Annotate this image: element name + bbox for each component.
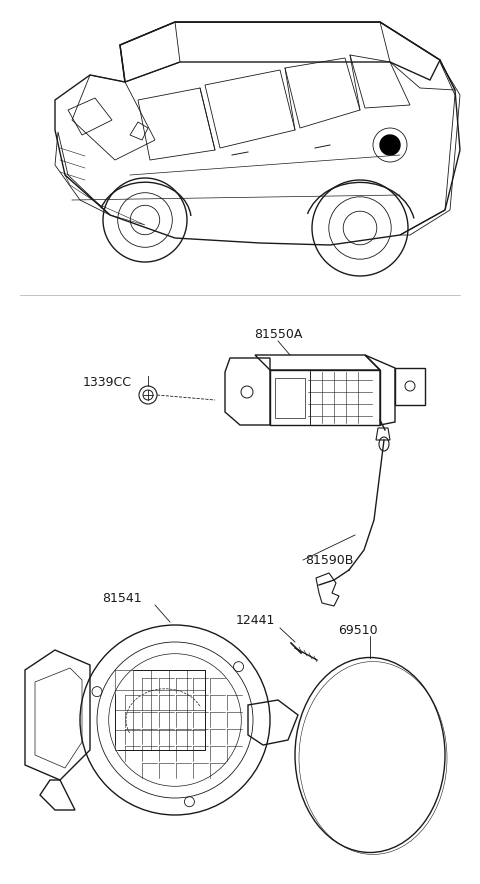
Text: 69510: 69510 xyxy=(338,623,378,636)
Text: 81550A: 81550A xyxy=(254,329,302,341)
Circle shape xyxy=(111,656,239,784)
Text: 12441: 12441 xyxy=(235,613,275,627)
Text: 81541: 81541 xyxy=(102,591,142,605)
Text: 81590B: 81590B xyxy=(305,553,353,567)
Bar xyxy=(115,670,205,750)
Text: 1339CC: 1339CC xyxy=(83,376,132,388)
Circle shape xyxy=(380,135,400,155)
